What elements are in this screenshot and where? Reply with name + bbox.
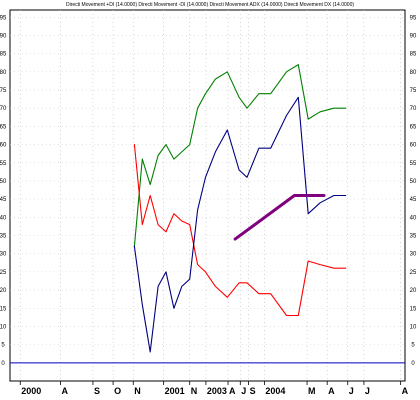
y-tick-label-right: 90 [410,33,417,39]
y-tick-label-right: 95 [410,15,417,21]
y-tick-label-right: 20 [410,288,417,294]
y-tick-label-left: 60 [0,143,7,149]
series-line-adx [233,194,326,241]
series-line-di [133,64,347,247]
y-tick-label-left: 50 [0,179,7,185]
x-tick-label: 2003 [207,386,227,396]
y-tick-label-right: 80 [410,70,417,76]
y-tick-label-left: 10 [0,324,7,330]
series-line-dx [133,96,347,353]
y-tick-label-right: 60 [410,143,417,149]
y-tick-label-left: 90 [0,33,7,39]
y-tick-label-right: 35 [410,234,417,240]
y-tick-label-right: 70 [410,106,417,112]
y-tick-label-left: 95 [0,15,7,21]
y-tick-label-left: 40 [0,215,7,221]
y-tick-label-right: 25 [410,270,417,276]
y-tick-label-right: 0 [411,361,415,367]
y-tick-label-left: 25 [0,270,7,276]
y-tick-label-left: 55 [0,161,7,167]
y-tick-label-left: 15 [0,306,7,312]
x-tick-label: A [62,386,69,396]
y-tick-label-right: 45 [410,197,417,203]
y-tick-label-right: 10 [410,324,417,330]
x-tick-label: J [241,386,246,396]
chart-title: Directi Movement +DI (14.0000) Directi M… [66,2,354,8]
y-tick-label-left: 65 [0,124,7,130]
x-tick-label: A [402,386,409,396]
y-tick-label-left: 20 [0,288,7,294]
x-tick-label: J [365,386,370,396]
x-tick-label: 2000 [21,386,41,396]
series-layer [133,64,347,353]
x-tick-label: S [94,386,100,396]
y-tick-label-right: 65 [410,124,417,130]
x-axis-ticks: 2000 A S O N 2001 N 2003 A J S 2004 M A J J A [19,381,409,396]
y-tick-label-left: 85 [0,52,7,58]
y-tick-label-left: 5 [1,343,5,349]
x-tick-label: S [250,386,256,396]
x-tick-label: 2001 [165,386,185,396]
x-tick-label: A [328,386,335,396]
y-tick-label-right: 15 [410,306,417,312]
y-tick-label-right: 5 [411,343,415,349]
y-tick-label-right: 40 [410,215,417,221]
y-tick-label-left: 30 [0,252,7,258]
y-tick-label-right: 30 [410,252,417,258]
y-tick-label-left: 75 [0,88,7,94]
x-tick-label: J [349,386,354,396]
y-tick-label-right: 75 [410,88,417,94]
x-tick-label: O [114,386,121,396]
x-tick-label: M [308,386,316,396]
y-tick-label-left: 0 [1,361,5,367]
x-tick-label: N [191,386,198,396]
y-tick-label-left: 35 [0,234,7,240]
x-tick-label: A [229,386,236,396]
y-tick-label-left: 80 [0,70,7,76]
y-tick-label-right: 50 [410,179,417,185]
x-tick-label: N [134,386,141,396]
y-tick-label-left: 70 [0,106,7,112]
y-tick-label-right: 85 [410,52,417,58]
x-tick-label: 2004 [265,386,285,396]
y-tick-label-right: 55 [410,161,417,167]
series-line-di [133,144,347,317]
y-tick-label-left: 45 [0,197,7,203]
